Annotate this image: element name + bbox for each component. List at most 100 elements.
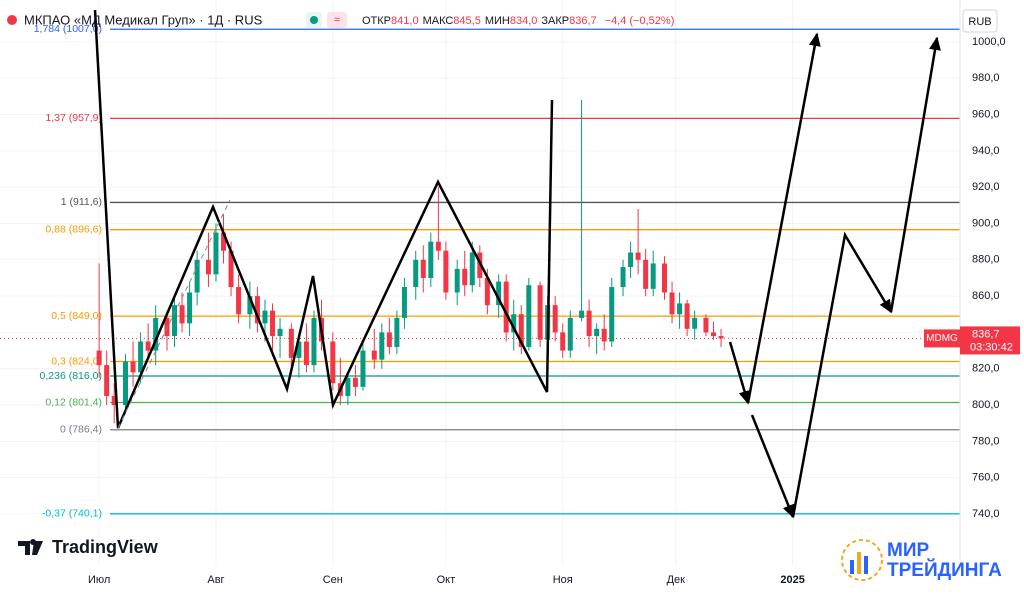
brand-2: ТРЕЙДИНГА xyxy=(887,559,1002,581)
quote-value: 834,0 xyxy=(510,15,538,27)
candle-body xyxy=(469,252,475,286)
candle-body xyxy=(194,259,200,293)
candle-body xyxy=(379,332,385,360)
candle-body xyxy=(586,310,592,337)
candle-body xyxy=(435,241,441,251)
candle-body xyxy=(330,341,336,384)
candle-body xyxy=(360,350,366,387)
fib-levels: 1,784 (1007,0) 1,37 (957,9) 1 (911,6) 0,88 … xyxy=(34,23,960,520)
fib-label: 0,236 (816,0) xyxy=(40,370,102,382)
candle-body xyxy=(138,341,144,373)
symbol-icon xyxy=(7,15,17,25)
fib-label: -0,37 (740,1) xyxy=(42,508,102,520)
y-tick-label: 980,0 xyxy=(972,72,1000,84)
candle-body xyxy=(303,341,309,366)
symbol-tag xyxy=(924,329,960,348)
candle-body xyxy=(254,296,260,324)
arrow xyxy=(791,231,893,518)
candle-body xyxy=(462,268,468,286)
x-tick-label: Июл xyxy=(88,574,110,586)
candle-body xyxy=(172,305,178,337)
price-tag xyxy=(960,326,1020,355)
candle-body xyxy=(247,296,253,315)
y-tick-label: 740,0 xyxy=(972,508,1000,520)
candle-body xyxy=(511,314,517,333)
candle-body xyxy=(371,350,377,360)
candle-body xyxy=(288,328,294,358)
candle-body xyxy=(96,350,102,366)
candle-body xyxy=(277,328,283,337)
quote-value: −4,4 (−0,52%) xyxy=(605,15,675,27)
candle-body xyxy=(386,332,392,347)
watermark: TradingView xyxy=(52,537,159,557)
quote-label: МАКС xyxy=(423,15,454,27)
y-tick-label: 800,0 xyxy=(972,399,1000,411)
brand-logo: МИР ТРЕЙДИНГА xyxy=(841,539,1002,581)
y-tick-label: 1000,0 xyxy=(972,36,1006,48)
currency[interactable]: RUB xyxy=(968,16,991,28)
candle-body xyxy=(413,259,419,288)
candle-body xyxy=(552,305,558,333)
icon: ≈ xyxy=(334,14,340,26)
arrow xyxy=(728,341,751,405)
fib-label: 0,88 (896,6) xyxy=(45,223,102,235)
fib-label: 0,3 (824,0) xyxy=(51,355,102,367)
candle-body xyxy=(205,259,211,275)
candle-body xyxy=(594,328,600,337)
candle-body xyxy=(710,332,716,337)
arrow xyxy=(750,414,795,519)
candle-body xyxy=(635,252,641,260)
currency-box[interactable] xyxy=(962,9,998,33)
candle-body xyxy=(401,287,407,318)
candle-body xyxy=(609,287,615,342)
dot xyxy=(310,16,318,24)
candle-body xyxy=(650,263,656,289)
candle-body xyxy=(454,268,460,293)
candle-body xyxy=(560,332,566,351)
axes: 740,0760,0780,0800,0820,0840,0860,0880,0… xyxy=(88,36,1006,586)
candle-body xyxy=(703,317,709,333)
price-label: 836,7 xyxy=(972,328,1000,340)
candle-body xyxy=(262,310,268,324)
brand-1: МИР xyxy=(887,540,929,561)
candles xyxy=(0,100,960,424)
candle-body xyxy=(311,317,317,366)
drawing xyxy=(93,9,941,519)
candle-body xyxy=(270,310,276,337)
x-tick-label: Авг xyxy=(207,574,224,586)
y-tick-label: 880,0 xyxy=(972,254,1000,266)
candle-body xyxy=(669,292,675,315)
candle-body xyxy=(179,305,185,324)
candle-body xyxy=(677,303,683,315)
candle-body xyxy=(503,281,509,333)
x-tick-label: Окт xyxy=(437,574,456,586)
candle-body xyxy=(684,303,690,329)
candle-body xyxy=(628,252,634,268)
candle-body xyxy=(345,377,351,396)
quote-label: МИН xyxy=(485,15,510,27)
candle-body xyxy=(130,361,136,373)
candle-body xyxy=(187,292,193,324)
button[interactable] xyxy=(327,12,347,28)
y-tick-label: 940,0 xyxy=(972,145,1000,157)
candle-body xyxy=(661,263,667,293)
candle-body xyxy=(352,377,358,387)
candle-body xyxy=(164,317,170,337)
y-tick-label: 760,0 xyxy=(972,472,1000,484)
candle-body xyxy=(643,259,649,289)
price-axis-bg xyxy=(960,0,1024,597)
arrow xyxy=(889,36,941,313)
candle-body xyxy=(228,250,234,288)
candle-body xyxy=(153,317,159,351)
candle-body xyxy=(145,341,151,351)
candle-body xyxy=(496,281,502,306)
y-tick-label: 860,0 xyxy=(972,290,1000,302)
candle-body xyxy=(718,336,724,339)
x-tick-label: Сен xyxy=(323,574,343,586)
x-tick-label: 2025 xyxy=(780,574,804,586)
candle-body xyxy=(428,241,434,278)
tradingview-logo: TradingView xyxy=(18,537,159,557)
y-tick-label: 820,0 xyxy=(972,363,1000,375)
